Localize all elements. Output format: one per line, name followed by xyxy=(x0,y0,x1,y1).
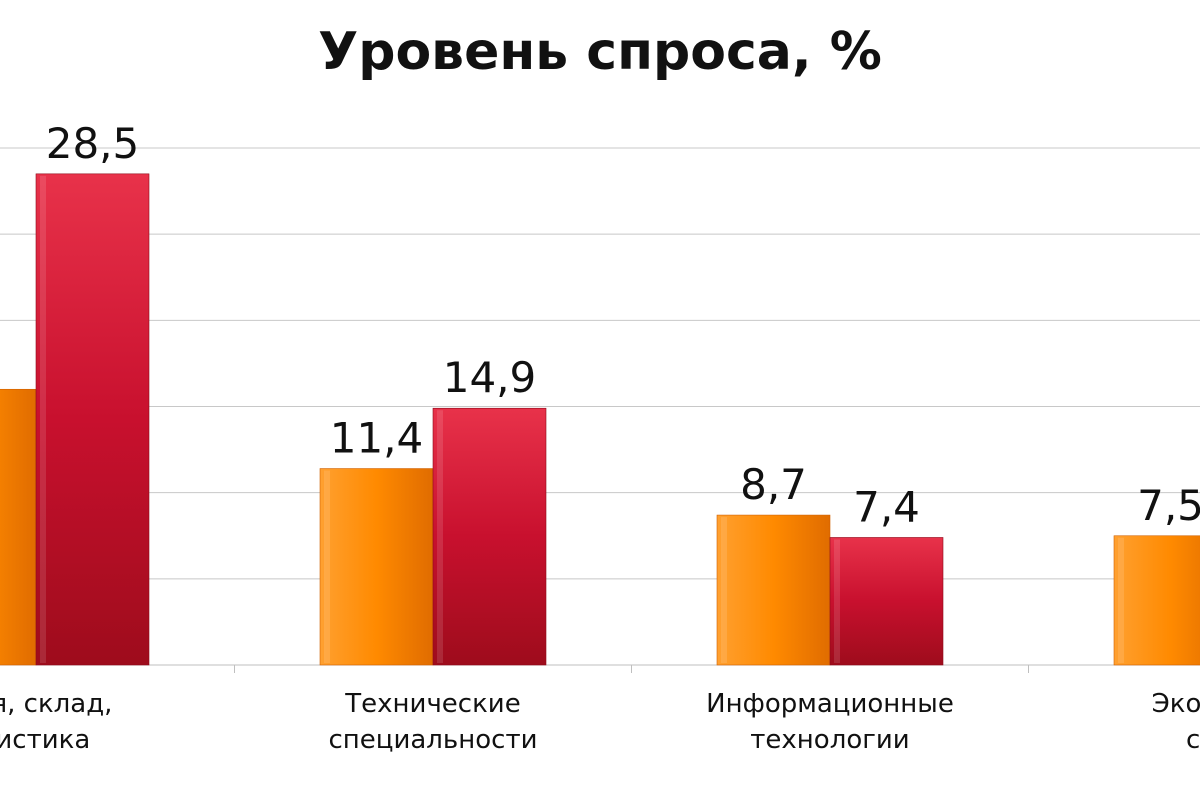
category-label-3-line-1: Информационные xyxy=(706,689,954,719)
bar-s1-c1 xyxy=(0,388,37,666)
category-label-2-line-2: специальности xyxy=(328,725,537,755)
category-label-1-line-2: гистика xyxy=(0,725,90,755)
bar-highlight xyxy=(834,539,840,663)
data-label-s1-c3: 8,7 xyxy=(740,460,807,509)
bar-highlight xyxy=(1118,537,1124,663)
bar-highlight xyxy=(40,175,46,663)
data-label-s2-c2: 14,9 xyxy=(443,353,537,402)
chart-title: Уровень спроса, % xyxy=(318,22,882,82)
data-label-s1-c2: 11,4 xyxy=(330,414,424,463)
data-label-s2-c1: 28,5 xyxy=(46,119,140,168)
category-label-2-line-1: Технические xyxy=(344,689,520,719)
data-label-s2-c3: 7,4 xyxy=(853,482,920,531)
bar-s1-c4 xyxy=(1113,535,1200,666)
category-label-4-line-1: Экономико xyxy=(1152,689,1200,719)
bar-s2-c2 xyxy=(432,407,547,666)
data-label-s1-c4: 7,5 xyxy=(1137,481,1200,530)
category-label-1-line-1: вля, склад, xyxy=(0,689,112,719)
bar-s1-c2 xyxy=(319,468,434,666)
bar-highlight xyxy=(324,470,330,663)
bar-highlight xyxy=(721,517,727,663)
category-label-4-line-2: специ xyxy=(1186,725,1200,755)
category-label-3-line-2: технологии xyxy=(750,725,909,755)
bar-s2-c3 xyxy=(829,537,944,666)
bar-highlight xyxy=(437,410,443,663)
bar-s2-c1 xyxy=(35,173,150,666)
bar-s1-c3 xyxy=(716,514,831,666)
